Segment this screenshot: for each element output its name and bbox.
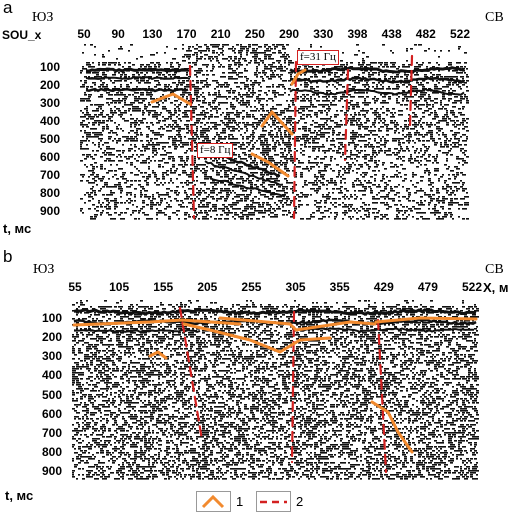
- panel-a-fault-line: [343, 68, 350, 162]
- panel-b-y-tick-label: 600: [41, 406, 62, 421]
- panel-b-y-tick-label: 500: [41, 387, 62, 402]
- panel-b-horizon-line: [72, 318, 242, 327]
- a-seis-reflector-band: [209, 176, 286, 198]
- panel-b-horizon-line: [182, 322, 332, 354]
- panel-b-fault-line: [376, 318, 388, 474]
- panel-b-x-tick-label: 429: [373, 280, 394, 294]
- freq-label-31hz: f=31 Гц: [297, 50, 339, 65]
- panel-a-x-tick-label: 290: [279, 27, 300, 41]
- b-seis-reflector-band: [299, 327, 475, 333]
- b-seis-reflector-band: [73, 308, 477, 316]
- panel-b-x-tick-label: 205: [197, 280, 218, 294]
- panel-a-x-axis-label: SOU_x: [2, 28, 42, 42]
- panel-a-horizon-line: [260, 110, 294, 136]
- panel-a-fault-line: [292, 60, 298, 220]
- panel-a-x-tick-label: 438: [381, 27, 402, 41]
- a-seis-reflector-band: [85, 67, 189, 73]
- panel-a-horizon-line: [150, 92, 192, 106]
- b-seis-reflector-band: [73, 328, 201, 333]
- panel-a-x-tick-label: 50: [77, 27, 91, 41]
- panel-a-left-direction: ЮЗ: [32, 10, 54, 25]
- panel-b-x-tick-label: 479: [417, 280, 438, 294]
- legend-horizon-swatch-box: [196, 491, 231, 512]
- panel-a-y-tick-label: 700: [39, 168, 60, 182]
- panel-a-y-tick-label: 900: [39, 204, 60, 218]
- panel-b-x-tick-label: 105: [109, 280, 130, 294]
- panel-b-x-tick-label: 55: [68, 280, 82, 294]
- panel-a-right-direction: СВ: [485, 10, 504, 25]
- panel-a-x-tick-label: 130: [142, 27, 163, 41]
- panel-a-x-tick-label: 398: [347, 27, 368, 41]
- panel-a-y-axis-label: t, мс: [3, 221, 32, 236]
- panel-b-y-tick-label: 300: [41, 349, 62, 364]
- legend: 1 2: [196, 491, 316, 515]
- panel-a-x-tick-label: 482: [415, 27, 436, 41]
- panel-a-x-tick-label: 170: [176, 27, 197, 41]
- panel-b-seismic-section: [72, 300, 479, 480]
- a-seis-reflector-band: [289, 66, 465, 74]
- panel-a-y-tick-label: 200: [39, 78, 60, 92]
- panel-a-horizon-line: [250, 152, 290, 178]
- panel-b-y-axis-label: t, мс: [5, 488, 34, 503]
- legend-item1-label: 1: [236, 494, 244, 509]
- freq-label-8hz: f=8 Гц: [197, 143, 234, 158]
- panel-a-y-tick-label: 500: [39, 132, 60, 146]
- panel-a-y-tick-label: 600: [39, 150, 60, 164]
- panel-a-y-tick-label: 300: [39, 96, 60, 110]
- a-seis-reflector-band: [289, 76, 465, 84]
- panel-b-horizon-line: [370, 400, 414, 454]
- panel-b-horizon-line: [218, 316, 377, 332]
- panel-b-horizon-line: [148, 350, 168, 360]
- panel-b-y-tick-label: 100: [41, 311, 62, 325]
- panel-a-x-tick-label: 522: [449, 27, 471, 41]
- interpretation-overlays: [72, 54, 478, 474]
- panel-b-left-direction: ЮЗ: [33, 262, 55, 277]
- panel-b-x-tick-label: 305: [285, 280, 306, 294]
- panel-b-x-axis-label: X, м: [483, 280, 509, 295]
- panel-a-horizon-line: [290, 68, 307, 86]
- panel-b-fault-line: [178, 306, 204, 442]
- panel-b-horizon-line: [374, 316, 478, 324]
- panel-a-x-tick-label: 250: [244, 27, 265, 41]
- panel-b-y-tick-label: 200: [41, 330, 62, 345]
- a-seis-reflector-band: [204, 160, 284, 186]
- b-seis-traces: [72, 300, 479, 480]
- panel-b-x-tick-label: 355: [329, 280, 350, 294]
- panel-b-x-tick-label: 522: [461, 280, 483, 294]
- legend-item2-label: 2: [296, 494, 304, 509]
- panel-a-fault-line: [408, 54, 414, 128]
- panel-b-x-tick-label: 155: [153, 280, 174, 294]
- panel-a-y-tick-label: 100: [39, 60, 60, 74]
- a-seis-traces: [80, 44, 469, 220]
- panel-b-right-direction: СВ: [485, 262, 504, 277]
- panel-b-y-tick-label: 900: [41, 464, 62, 478]
- panel-a-fault-line: [188, 64, 196, 220]
- panel-a-letter: a: [3, 0, 13, 17]
- panel-b-y-tick-label: 400: [41, 368, 62, 383]
- a-seis-reflector-band: [85, 87, 189, 93]
- a-seis-reflector-band: [85, 76, 189, 80]
- panel-b-y-tick-label: 700: [41, 425, 62, 440]
- panel-b-y-tick-label: 800: [41, 444, 62, 459]
- panel-a-y-tick-label: 400: [39, 114, 60, 128]
- a-seis-reflector-band: [289, 87, 465, 96]
- panel-b-x-tick-label: 255: [241, 280, 262, 294]
- panel-a-x-tick-label: 90: [111, 27, 125, 41]
- panel-a-seismic-section: [80, 44, 469, 220]
- panel-b-letter: b: [3, 247, 13, 266]
- panel-a-x-tick-label: 330: [313, 27, 334, 41]
- panel-b-fault-line: [290, 310, 296, 464]
- panel-a-y-tick-label: 800: [39, 186, 60, 200]
- panel-a-x-tick-label: 210: [210, 27, 231, 41]
- legend-horizon-icon: [201, 494, 225, 509]
